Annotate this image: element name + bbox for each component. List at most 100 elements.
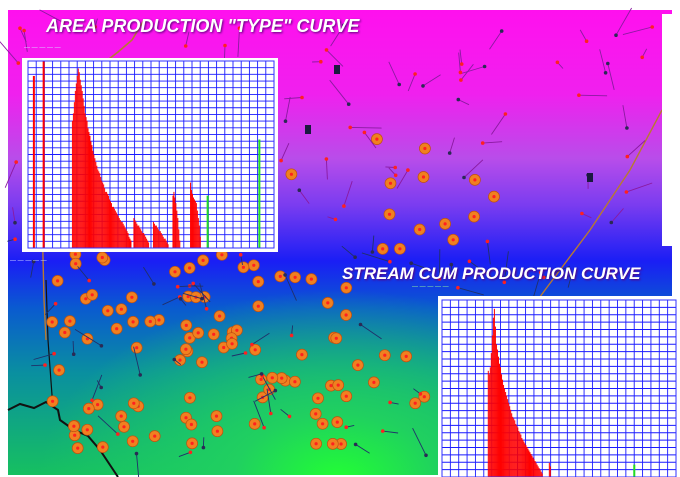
well-dot — [406, 168, 410, 172]
well-marker-center — [423, 146, 427, 151]
chart-bar — [117, 216, 119, 248]
well-dot — [609, 220, 614, 225]
chart-highlight-bar — [258, 139, 261, 248]
well-marker-center — [289, 172, 293, 176]
well-marker-center — [398, 247, 402, 251]
chart-bar — [529, 452, 531, 477]
well-marker-center — [57, 368, 61, 372]
well-dot — [542, 275, 546, 280]
well-dot — [577, 93, 581, 97]
well-dot — [397, 82, 402, 87]
well-direction-line — [0, 41, 19, 64]
chart-bar — [502, 379, 504, 477]
well-marker-center — [280, 376, 284, 380]
well-dot — [13, 220, 17, 225]
well-marker-center — [383, 353, 387, 357]
chart-bar — [509, 406, 511, 477]
well-marker-center — [184, 416, 188, 420]
chart-bar — [134, 219, 136, 248]
chart-bar — [128, 236, 130, 248]
well-direction-line — [450, 264, 454, 279]
well-dot — [324, 48, 329, 52]
chart-bar — [164, 238, 166, 248]
well-direction-line — [458, 52, 461, 73]
county-line — [7, 400, 119, 477]
chart-bar — [523, 441, 525, 477]
well-direction-line — [77, 266, 90, 281]
chart-bar — [79, 79, 81, 248]
well-direction-line — [491, 113, 506, 135]
well-dot — [624, 190, 629, 194]
well-dot — [134, 451, 139, 456]
well-marker-center — [135, 346, 139, 350]
well-dot — [90, 398, 94, 403]
chart-bar — [101, 180, 103, 248]
chart-bar — [95, 161, 97, 248]
well-dot — [243, 351, 248, 355]
chart-bar — [516, 425, 518, 477]
well-direction-line — [91, 374, 103, 401]
chart-bar — [487, 370, 489, 477]
chart-bar — [510, 409, 512, 477]
chart-bar — [123, 225, 125, 248]
chart-bar — [98, 171, 100, 248]
chart-bar — [119, 219, 121, 248]
well-marker-center — [375, 137, 379, 141]
chart-bar — [109, 199, 110, 248]
well-direction-line — [361, 252, 391, 263]
well-dot — [424, 453, 428, 458]
well-direction-line — [622, 26, 653, 36]
chart-bar — [108, 195, 110, 248]
well-marker-center — [101, 445, 105, 449]
well-dot — [52, 351, 56, 356]
well-direction-line — [412, 428, 427, 456]
well-marker-center — [230, 342, 234, 346]
well-dot — [569, 274, 573, 279]
well-dot — [31, 259, 36, 264]
well-marker-center — [196, 331, 200, 335]
chart-bar — [178, 229, 180, 248]
chart-bar — [155, 225, 157, 248]
chart-bar — [488, 374, 490, 477]
well-dot — [388, 400, 392, 405]
chart-bar — [162, 236, 164, 248]
chart-bar — [515, 423, 517, 477]
well-dot — [353, 442, 358, 447]
well-direction-line — [459, 66, 485, 75]
well-dot — [188, 450, 193, 455]
well-direction-line — [97, 415, 119, 435]
well-direction-line — [350, 126, 382, 129]
chart-bar — [87, 128, 89, 248]
well-direction-line — [253, 400, 265, 428]
well-dot — [116, 432, 120, 436]
well-dot — [152, 282, 156, 286]
chart-bar — [495, 344, 497, 477]
well-dot — [259, 372, 264, 376]
chart-bar — [143, 233, 145, 248]
well-marker-center — [418, 227, 422, 232]
well-direction-line — [30, 261, 35, 278]
well-marker-center — [106, 309, 110, 313]
well-dot — [204, 307, 209, 311]
well-direction-line — [599, 49, 607, 73]
well-marker-center — [131, 439, 135, 443]
well-dot — [43, 363, 47, 367]
well-dot — [16, 61, 21, 65]
chart-bar — [148, 242, 150, 248]
chart-bar — [176, 210, 178, 248]
well-dot — [447, 151, 452, 155]
well-marker-center — [184, 323, 188, 327]
well-marker-center — [218, 314, 222, 318]
well-dot — [418, 392, 423, 396]
chart-bar — [173, 191, 175, 248]
well-dot — [175, 284, 180, 289]
chart-bar — [492, 317, 494, 477]
chart-bar — [496, 349, 498, 477]
chart-bar — [491, 335, 493, 477]
chart-highlight-bar — [206, 195, 209, 248]
chart-bar — [508, 402, 510, 477]
well-dot — [499, 29, 504, 33]
well-dot — [71, 352, 76, 357]
well-marker-center — [344, 394, 348, 398]
well-marker-center — [252, 263, 256, 267]
